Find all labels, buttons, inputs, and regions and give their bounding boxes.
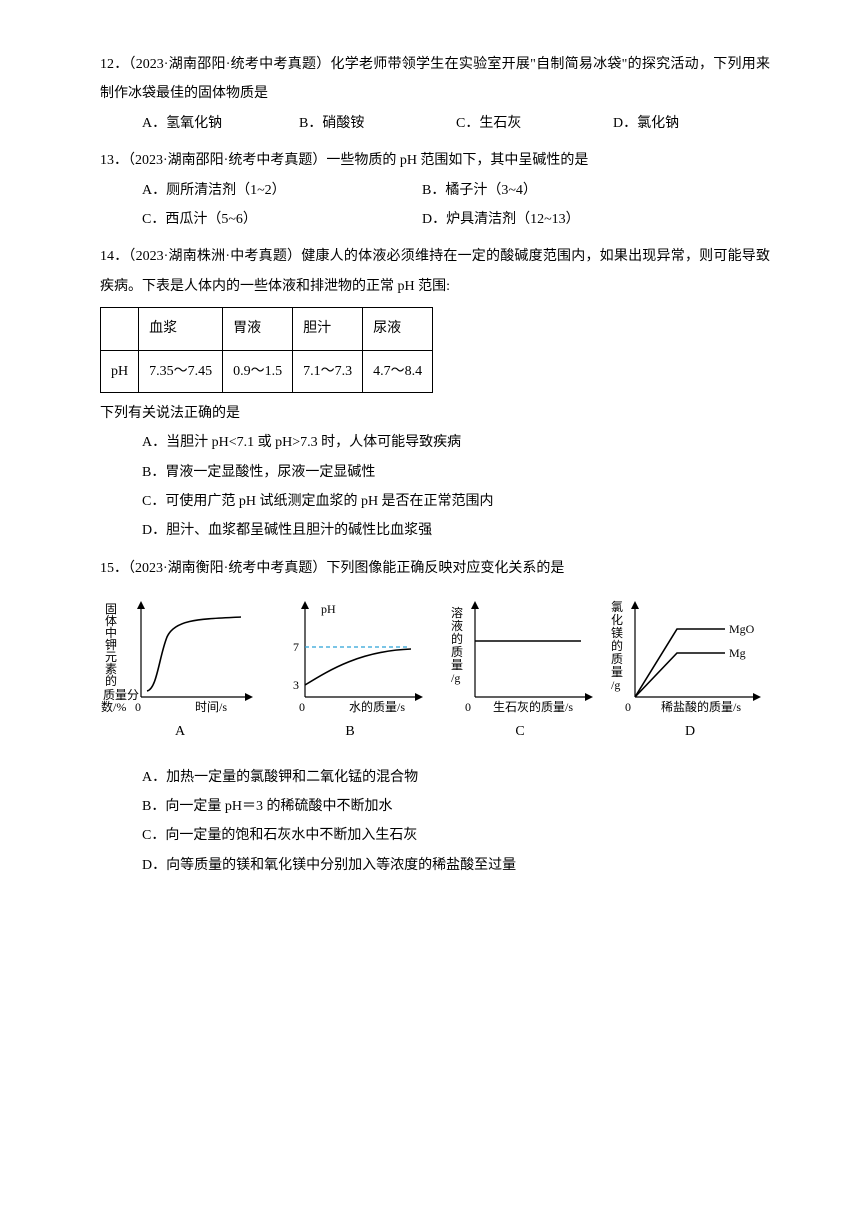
chart-a: 固 体 中 钾 元 素 的 质量分 数/% 0 时间/s A <box>100 597 260 746</box>
svg-text:3: 3 <box>293 678 299 692</box>
q14-stem: 14．（2023·湖南株洲·中考真题）健康人的体液必须维持在一定的酸碱度范围内，… <box>100 242 770 301</box>
chart-b: pH 7 3 0 水的质量/s B <box>270 597 430 746</box>
q14-opt-a: A．当胆汁 pH<7.1 或 pH>7.3 时，人体可能导致疾病 <box>142 428 770 457</box>
svg-text:Mg: Mg <box>729 646 746 660</box>
q14-options: A．当胆汁 pH<7.1 或 pH>7.3 时，人体可能导致疾病 B．胃液一定显… <box>100 428 770 546</box>
q12-stem: 12．（2023·湖南邵阳·统考中考真题）化学老师带领学生在实验室开展"自制简易… <box>100 50 770 109</box>
chart-d-svg: MgO Mg 氯 化 镁 的 质 量 /g 0 稀盐酸的质量/s <box>605 597 775 715</box>
chart-c-svg: 溶 液 的 质 量 /g 0 生石灰的质量/s <box>441 597 599 715</box>
table-cell: 0.9～1.5 <box>223 350 293 392</box>
q14-table: 血浆 胃液 胆汁 尿液 pH 7.35～7.45 0.9～1.5 7.1～7.3… <box>100 307 433 393</box>
q15-opt-a: A．加热一定量的氯酸钾和二氧化锰的混合物 <box>142 763 770 792</box>
chart-b-svg: pH 7 3 0 水的质量/s <box>271 597 429 715</box>
q12-opt-c: C．生石灰 <box>456 109 613 138</box>
svg-text:数/%: 数/% <box>101 699 126 714</box>
chart-c-ylabel: 溶 液 的 质 量 /g <box>451 605 466 685</box>
q15-opt-b: B．向一定量 pH＝3 的稀硫酸中不断加水 <box>142 792 770 821</box>
question-14: 14．（2023·湖南株洲·中考真题）健康人的体液必须维持在一定的酸碱度范围内，… <box>100 242 770 546</box>
q13-opt-c: C．西瓜汁（5~6） <box>142 205 422 234</box>
q13-opt-b: B．橘子汁（3~4） <box>422 176 702 205</box>
q12-opt-d: D．氯化钠 <box>613 109 770 138</box>
q15-stem: 15．（2023·湖南衡阳·统考中考真题）下列图像能正确反映对应变化关系的是 <box>100 554 770 583</box>
q15-charts: 固 体 中 钾 元 素 的 质量分 数/% 0 时间/s A <box>100 597 770 746</box>
q12-opt-a: A．氢氧化钠 <box>142 109 299 138</box>
table-row: 血浆 胃液 胆汁 尿液 <box>101 308 433 350</box>
table-cell: 胃液 <box>223 308 293 350</box>
svg-text:水的质量/s: 水的质量/s <box>349 699 405 714</box>
q13-opt-d: D．炉具清洁剂（12~13） <box>422 205 702 234</box>
q15-opt-c: C．向一定量的饱和石灰水中不断加入生石灰 <box>142 821 770 850</box>
chart-c-label: C <box>515 717 524 746</box>
svg-text:时间/s: 时间/s <box>195 700 227 714</box>
chart-a-label: A <box>175 717 185 746</box>
q13-opt-a: A．厕所清洁剂（1~2） <box>142 176 422 205</box>
q13-stem: 13．（2023·湖南邵阳·统考中考真题）一些物质的 pH 范围如下，其中呈碱性… <box>100 146 770 175</box>
svg-text:稀盐酸的质量/s: 稀盐酸的质量/s <box>661 699 741 714</box>
q13-options: A．厕所清洁剂（1~2） B．橘子汁（3~4） C．西瓜汁（5~6） D．炉具清… <box>100 176 770 235</box>
chart-d-ylabel: 氯 化 镁 的 质 量 /g <box>611 600 626 692</box>
svg-text:0: 0 <box>299 700 305 714</box>
table-cell: pH <box>101 350 139 392</box>
table-cell: 胆汁 <box>293 308 363 350</box>
table-cell: 4.7～8.4 <box>363 350 433 392</box>
q14-after-table: 下列有关说法正确的是 <box>100 399 770 428</box>
svg-text:0: 0 <box>135 700 141 714</box>
q14-opt-b: B．胃液一定显酸性，尿液一定显碱性 <box>142 458 770 487</box>
table-cell: 尿液 <box>363 308 433 350</box>
table-cell: 血浆 <box>139 308 223 350</box>
svg-text:生石灰的质量/s: 生石灰的质量/s <box>493 699 573 714</box>
question-15: 15．（2023·湖南衡阳·统考中考真题）下列图像能正确反映对应变化关系的是 固… <box>100 554 770 880</box>
svg-text:7: 7 <box>293 640 299 654</box>
svg-text:0: 0 <box>465 700 471 714</box>
chart-d-label: D <box>685 717 695 746</box>
q14-opt-c: C．可使用广范 pH 试纸测定血浆的 pH 是否在正常范围内 <box>142 487 770 516</box>
table-cell: 7.1～7.3 <box>293 350 363 392</box>
svg-text:MgO: MgO <box>729 622 755 636</box>
question-12: 12．（2023·湖南邵阳·统考中考真题）化学老师带领学生在实验室开展"自制简易… <box>100 50 770 138</box>
table-row: pH 7.35～7.45 0.9～1.5 7.1～7.3 4.7～8.4 <box>101 350 433 392</box>
svg-text:pH: pH <box>321 602 336 616</box>
q15-opt-d: D．向等质量的镁和氧化镁中分别加入等浓度的稀盐酸至过量 <box>142 851 770 880</box>
chart-a-svg: 固 体 中 钾 元 素 的 质量分 数/% 0 时间/s <box>101 597 259 715</box>
table-cell: 7.35～7.45 <box>139 350 223 392</box>
chart-b-label: B <box>345 717 354 746</box>
q12-opt-b: B．硝酸铵 <box>299 109 456 138</box>
svg-text:0: 0 <box>625 700 631 714</box>
q15-options: A．加热一定量的氯酸钾和二氧化锰的混合物 B．向一定量 pH＝3 的稀硫酸中不断… <box>100 763 770 881</box>
chart-d: MgO Mg 氯 化 镁 的 质 量 /g 0 稀盐酸的质量/s D <box>610 597 770 746</box>
chart-c: 溶 液 的 质 量 /g 0 生石灰的质量/s C <box>440 597 600 746</box>
question-13: 13．（2023·湖南邵阳·统考中考真题）一些物质的 pH 范围如下，其中呈碱性… <box>100 146 770 234</box>
q12-options: A．氢氧化钠 B．硝酸铵 C．生石灰 D．氯化钠 <box>100 109 770 138</box>
chart-a-ylabel: 固 体 中 钾 元 素 的 <box>105 602 120 688</box>
q14-opt-d: D．胆汁、血浆都呈碱性且胆汁的碱性比血浆强 <box>142 516 770 545</box>
table-cell <box>101 308 139 350</box>
